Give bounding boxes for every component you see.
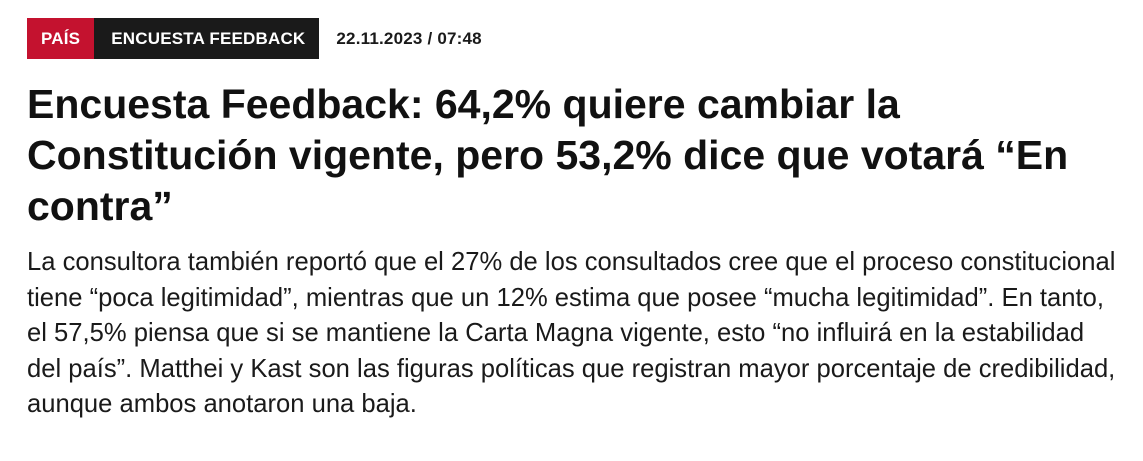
publish-timestamp: 22.11.2023 / 07:48 — [336, 28, 482, 48]
article-header: PAÍS ENCUESTA FEEDBACK 22.11.2023 / 07:4… — [27, 18, 1127, 423]
article-headline[interactable]: Encuesta Feedback: 64,2% quiere cambiar … — [27, 81, 1069, 229]
topic-tag-link[interactable]: ENCUESTA FEEDBACK — [94, 18, 320, 59]
article-summary: La consultora también reportó que el 27%… — [27, 248, 1116, 418]
section-tag-link[interactable]: PAÍS — [27, 18, 95, 59]
article-meta: PAÍS ENCUESTA FEEDBACK 22.11.2023 / 07:4… — [27, 18, 1127, 59]
